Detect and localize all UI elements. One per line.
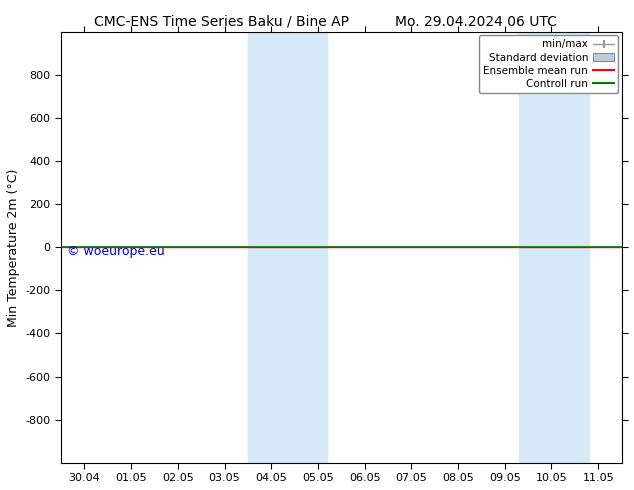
Y-axis label: Min Temperature 2m (°C): Min Temperature 2m (°C) — [7, 168, 20, 326]
Text: Mo. 29.04.2024 06 UTC: Mo. 29.04.2024 06 UTC — [394, 15, 557, 29]
Text: © woeurope.eu: © woeurope.eu — [67, 245, 164, 258]
Bar — [519, 32, 589, 463]
Legend: min/max, Standard deviation, Ensemble mean run, Controll run: min/max, Standard deviation, Ensemble me… — [479, 35, 618, 93]
Bar — [248, 32, 327, 463]
Text: CMC-ENS Time Series Baku / Bine AP: CMC-ENS Time Series Baku / Bine AP — [94, 15, 349, 29]
